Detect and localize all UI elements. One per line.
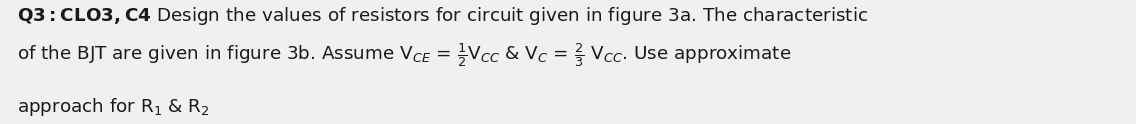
- Text: of the BJT are given in figure 3b. Assume V$_{CE}$ = $\frac{1}{2}$V$_{CC}$ & V$_: of the BJT are given in figure 3b. Assum…: [17, 42, 792, 69]
- Text: $\bf{Q3: CLO3, C4}$ Design the values of resistors for circuit given in figure 3: $\bf{Q3: CLO3, C4}$ Design the values of…: [17, 5, 868, 27]
- Text: approach for R$_1$ & R$_2$: approach for R$_1$ & R$_2$: [17, 96, 210, 118]
